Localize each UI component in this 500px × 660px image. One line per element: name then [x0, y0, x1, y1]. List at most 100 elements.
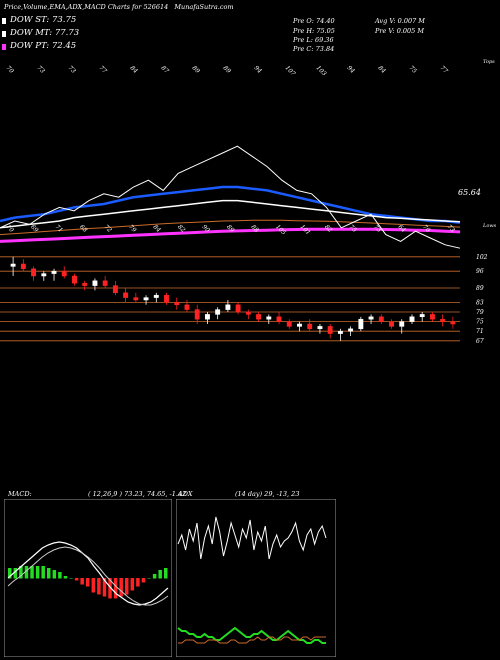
- candle-body: [164, 294, 169, 303]
- stat-avg-volume: Avg V: 0.007 M: [375, 17, 425, 25]
- macd-params: ( 12,26,9 ) 73.23, 74.65, -1.42: [88, 490, 187, 498]
- macd-histogram-bar: [141, 578, 146, 583]
- plus-di-line: [177, 626, 326, 644]
- top-label: 87: [160, 64, 170, 74]
- price-level-label: 102: [476, 254, 488, 261]
- legend-swatch-mt: [2, 31, 6, 37]
- macd-histogram-bar: [147, 578, 151, 579]
- low-label: 64: [397, 223, 407, 233]
- macd-label: MACD:: [8, 490, 32, 498]
- top-label: 89: [222, 64, 232, 74]
- candle-body: [143, 297, 149, 301]
- candle-body: [82, 282, 88, 286]
- candle-body: [10, 263, 16, 267]
- top-label: 89: [191, 64, 201, 74]
- candle-body: [92, 280, 98, 286]
- candle-body: [399, 321, 405, 327]
- candle-body: [112, 285, 118, 294]
- macd-histogram-bar: [63, 576, 68, 579]
- macd-histogram-bar: [47, 568, 51, 579]
- candle-body: [450, 321, 456, 325]
- top-label: 103: [315, 64, 328, 77]
- macd-signal-line: [7, 546, 169, 606]
- macd-histogram-bar: [35, 566, 40, 579]
- candle-body: [174, 302, 180, 306]
- site-name: MunafaSutra.com: [174, 3, 234, 11]
- macd-histogram-bar: [113, 578, 118, 599]
- low-label: 105: [274, 223, 287, 236]
- low-label: 89: [225, 223, 235, 233]
- candle-body: [225, 304, 231, 310]
- candle-body: [317, 326, 323, 330]
- chart-header: Price,Volume,EMA,ADX,MACD Charts for 526…: [4, 3, 234, 11]
- top-label: 73: [36, 64, 46, 74]
- adx-frame: [176, 499, 336, 657]
- adx-params: (14 day) 29, -13, 23: [235, 490, 300, 498]
- macd-chart: [4, 499, 172, 657]
- low-label: 70: [5, 223, 15, 233]
- macd-histogram-bar: [158, 570, 162, 579]
- macd-histogram-bar: [80, 578, 84, 585]
- low-label: 73: [446, 223, 456, 233]
- chart-title: Price,Volume,EMA,ADX,MACD Charts for 526…: [4, 3, 169, 11]
- candle-body: [102, 280, 108, 286]
- candle-body: [256, 314, 262, 320]
- low-label: 82: [323, 223, 333, 233]
- candle-body: [41, 273, 47, 277]
- macd-histogram-bar: [119, 578, 123, 597]
- low-label: 79: [127, 223, 137, 233]
- low-label: 90: [201, 223, 211, 233]
- price-level-label: 67: [476, 338, 484, 345]
- macd-histogram-bar: [69, 578, 73, 579]
- low-label: 72: [103, 223, 113, 233]
- candle-body: [235, 304, 241, 313]
- low-label: 69: [29, 223, 39, 233]
- top-label: 73: [67, 64, 77, 74]
- stat-high: Pre H: 75.05: [293, 27, 335, 35]
- macd-histogram-bar: [164, 568, 168, 579]
- price-level-label: 71: [476, 328, 484, 335]
- stat-pre-volume: Pre V: 0.005 M: [375, 27, 425, 35]
- candle-body: [184, 304, 190, 310]
- low-label: 82: [176, 223, 186, 233]
- macd-histogram-bar: [125, 578, 129, 595]
- macd-histogram-bar: [58, 572, 62, 579]
- candle-body: [61, 270, 67, 277]
- macd-histogram-bar: [74, 578, 79, 581]
- stat-open: Pre O: 74.40: [293, 17, 335, 25]
- top-label: 84: [129, 64, 139, 74]
- stat-low: Pre L: 69.36: [293, 36, 334, 44]
- adx-chart: [176, 499, 336, 657]
- legend-dow-st: DOW ST: 73.75: [10, 15, 77, 25]
- candlestick-chart: 102 96 89 83 79 75 71 67: [0, 254, 488, 345]
- macd-histogram-bar: [91, 578, 96, 593]
- legend-dow-pt: DOW PT: 72.45: [10, 41, 77, 51]
- candle-body: [133, 297, 139, 301]
- macd-histogram-bar: [86, 578, 90, 587]
- candle-body: [72, 275, 77, 284]
- low-label: 101: [299, 223, 312, 236]
- top-label: 77: [98, 64, 108, 74]
- top-label: 70: [5, 64, 15, 74]
- candle-body: [378, 316, 384, 322]
- ema-line-long: [0, 227, 461, 243]
- macd-histogram-bar: [13, 568, 18, 579]
- candle-body: [245, 311, 251, 315]
- top-label: 84: [377, 64, 387, 74]
- legend-swatch-pt: [2, 44, 6, 50]
- macd-histogram-bar: [130, 578, 135, 591]
- candle-body: [286, 321, 292, 327]
- top-label: 77: [439, 64, 449, 74]
- candle-body: [440, 318, 446, 322]
- price-level-label: 89: [476, 285, 484, 292]
- candle-body: [51, 270, 57, 274]
- ema-chart: 70 73 73 77 84 87 89 89 94 107 103 94 84 75 77 Tops 65.6…: [0, 59, 497, 249]
- price-level-label: 79: [476, 309, 484, 316]
- macd-histogram-bar: [30, 566, 34, 579]
- candle-body: [297, 323, 302, 327]
- macd-histogram-bar: [136, 578, 140, 587]
- candle-body: [204, 314, 210, 320]
- candle-body: [327, 326, 333, 334]
- ema-line-mid: [0, 199, 461, 229]
- candle-body: [31, 268, 37, 277]
